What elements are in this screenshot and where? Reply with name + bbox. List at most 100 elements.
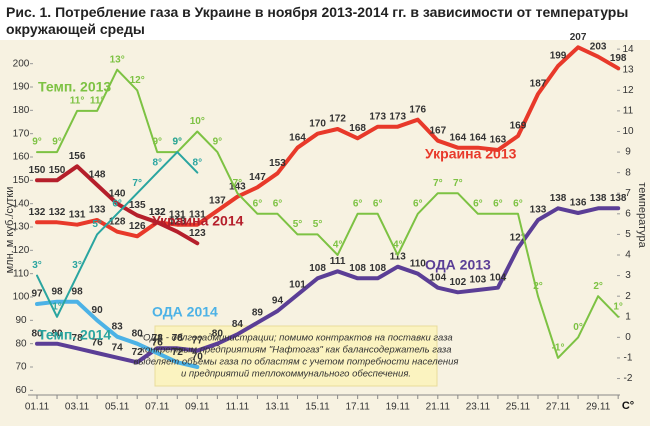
data-label: 108 (369, 263, 386, 274)
series-name: Темп. 2013 (38, 79, 111, 95)
series-line (36, 68, 620, 359)
y2-tick-label: -1 (624, 353, 633, 364)
x-tick-label: 25.11 (506, 402, 531, 413)
x-tick-label: 19.11 (386, 402, 411, 413)
data-label: 90 (92, 305, 104, 316)
y-tick-label: 200 (13, 58, 30, 69)
data-label: 6° (413, 198, 423, 209)
x-tick-label: 23.11 (466, 402, 491, 413)
data-label: 176 (409, 104, 426, 115)
x-tick-label: 29.11 (586, 402, 611, 413)
data-label: 198 (610, 53, 627, 64)
y2-tick-label: 7 (625, 188, 631, 199)
data-label: 9° (172, 137, 182, 148)
y2-tick-label: 1 (625, 311, 631, 322)
data-label: 7° (453, 178, 463, 189)
data-label: 132 (149, 207, 166, 218)
data-label: 5° (92, 219, 102, 230)
series-name: Темп. 2014 (38, 327, 111, 343)
data-label: 108 (309, 263, 326, 274)
data-label: 6° (473, 198, 483, 209)
data-label: 9° (213, 137, 223, 148)
series-line (35, 45, 621, 239)
x-tick-label: 21.11 (426, 402, 451, 413)
x-tick-label: 11.11 (226, 402, 250, 413)
data-label: 123 (189, 228, 206, 239)
x-tick-label: 01.11 (25, 402, 50, 413)
y-tick-label: 120 (13, 245, 30, 256)
data-label: 80 (132, 328, 144, 339)
y-tick-label: 150 (13, 175, 30, 186)
note-text: *ОДА - облгосадминистрации; помимо контр… (139, 333, 452, 344)
y2-tick-label: 11 (623, 106, 634, 117)
y2-tick-label: 13 (622, 64, 634, 75)
data-label: 173 (369, 111, 386, 122)
chart-title: Рис. 1. Потребление газа в Украине в ноя… (6, 4, 628, 20)
data-label: -1° (552, 343, 565, 354)
series-line (36, 151, 199, 318)
note-text: выделяет объемы газа по областям с учето… (134, 357, 459, 368)
note-box (154, 325, 438, 387)
data-label: 74 (112, 342, 124, 353)
y-tick-label: 100 (13, 292, 30, 303)
data-label: 131 (69, 209, 86, 220)
data-label: 136 (570, 198, 587, 209)
data-label: 187 (530, 79, 547, 90)
data-label: 80 (212, 328, 224, 339)
x-tick-label: 03.11 (65, 402, 90, 413)
data-label: 98 (72, 286, 84, 297)
data-label: 80 (51, 328, 63, 339)
data-label: 128 (169, 216, 186, 227)
data-label: 173 (389, 111, 406, 122)
data-label: 84 (232, 319, 244, 330)
data-label: 78 (172, 333, 184, 344)
y2-axis-title: температура (636, 182, 648, 248)
y-tick-label: 130 (13, 222, 30, 233)
data-label: 207 (570, 32, 587, 43)
data-label: 104 (429, 272, 446, 283)
data-label: 9° (32, 137, 42, 148)
y-tick-label: 190 (13, 82, 30, 93)
y-tick-label: 70 (15, 362, 27, 373)
x-tick-label: 05.11 (105, 402, 130, 413)
data-label: 72 (132, 347, 144, 358)
data-label: 78 (152, 333, 164, 344)
data-label: 94 (272, 296, 284, 307)
y2-tick-label: 2 (625, 291, 631, 302)
y-tick-label: 90 (15, 315, 27, 326)
data-label: 5° (313, 219, 323, 230)
data-label: 77 (192, 335, 204, 346)
x-tick-label: 13.11 (265, 402, 290, 413)
data-label: 80 (31, 328, 43, 339)
y-tick-label: 80 (15, 338, 27, 349)
data-label: 98 (51, 286, 63, 297)
y-tick-label: 170 (13, 128, 30, 139)
data-label: 83 (112, 321, 124, 332)
data-label: 132 (29, 207, 46, 218)
data-label: 138 (590, 193, 607, 204)
data-label: 3° (32, 260, 42, 271)
x-tick-label: 09.11 (185, 402, 210, 413)
data-label: 6° (273, 198, 283, 209)
data-label: 6° (493, 198, 503, 209)
data-label: 13° (110, 54, 125, 65)
y2-tick-label: 12 (622, 85, 634, 96)
data-label: 76 (92, 338, 104, 349)
data-label: 167 (429, 125, 446, 136)
y2-tick-label: 4 (625, 250, 631, 261)
data-label: 131 (189, 209, 206, 220)
data-label: 132 (149, 207, 166, 218)
data-label: 2° (593, 281, 603, 292)
data-label: 101 (289, 279, 306, 290)
data-label: 203 (590, 41, 607, 52)
data-label: 7° (132, 178, 142, 189)
y2-tick-label: 3 (625, 270, 631, 281)
chart-title: окружающей среды (6, 21, 145, 37)
data-label: 126 (129, 221, 146, 232)
data-label: 150 (29, 165, 46, 176)
data-label: 9° (52, 137, 62, 148)
data-label: 1° (52, 301, 62, 312)
data-label: 199 (550, 51, 567, 62)
data-label: 121 (510, 233, 527, 244)
data-label: 111 (330, 256, 346, 267)
